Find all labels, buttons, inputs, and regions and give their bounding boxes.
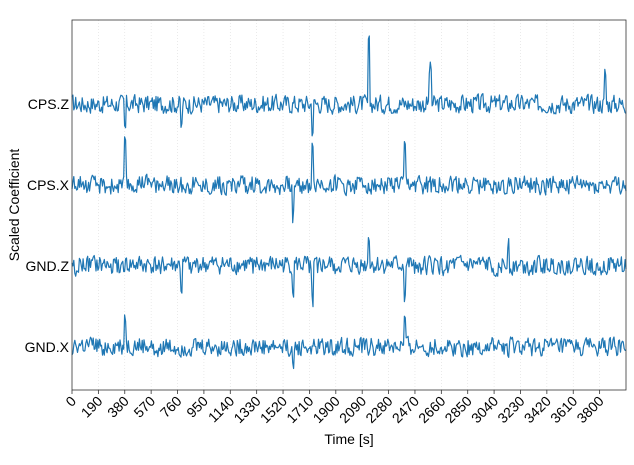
x-tick-label: 2280 [362,393,395,426]
y-axis-title: Scaled Coefficient [6,149,22,262]
x-tick-label: 380 [104,393,132,421]
x-tick-label: 3420 [521,393,554,426]
series-group [71,35,627,370]
x-tick-label: 3800 [573,393,606,426]
x-tick-label: 570 [130,393,158,421]
x-tick-label: 1710 [283,393,316,426]
y-category-labels: CPS.Z CPS.X GND.Z GND.X [25,96,70,355]
series-line [71,237,627,308]
x-tick-label: 2850 [441,393,474,426]
x-tick-label: 1330 [230,393,263,426]
series-label: GND.X [25,339,70,355]
x-tick-label: 2470 [389,393,422,426]
x-tick-label: 760 [157,393,185,421]
x-tick-label: 3610 [547,393,580,426]
x-tick-label: 1140 [205,393,238,426]
x-tick-label: 1900 [310,393,343,426]
x-axis-title: Time [s] [324,431,373,447]
x-tick-label: 3230 [494,393,527,426]
series-line [71,35,627,137]
x-tick-label: 3040 [468,393,501,426]
plot-frame [71,19,627,391]
series-label: GND.Z [25,258,69,274]
grid-lines [98,20,600,390]
series-label: CPS.X [27,177,70,193]
x-tick-label: 2090 [336,393,369,426]
x-ticks: 0190380570760950114013301520171019002090… [62,390,607,426]
x-tick-label: 1520 [257,393,290,426]
series-line [71,136,627,224]
series-line [71,314,627,370]
x-tick-label: 0 [62,393,79,410]
x-tick-label: 190 [78,393,106,421]
series-label: CPS.Z [28,96,70,112]
x-tick-label: 2660 [415,393,448,426]
